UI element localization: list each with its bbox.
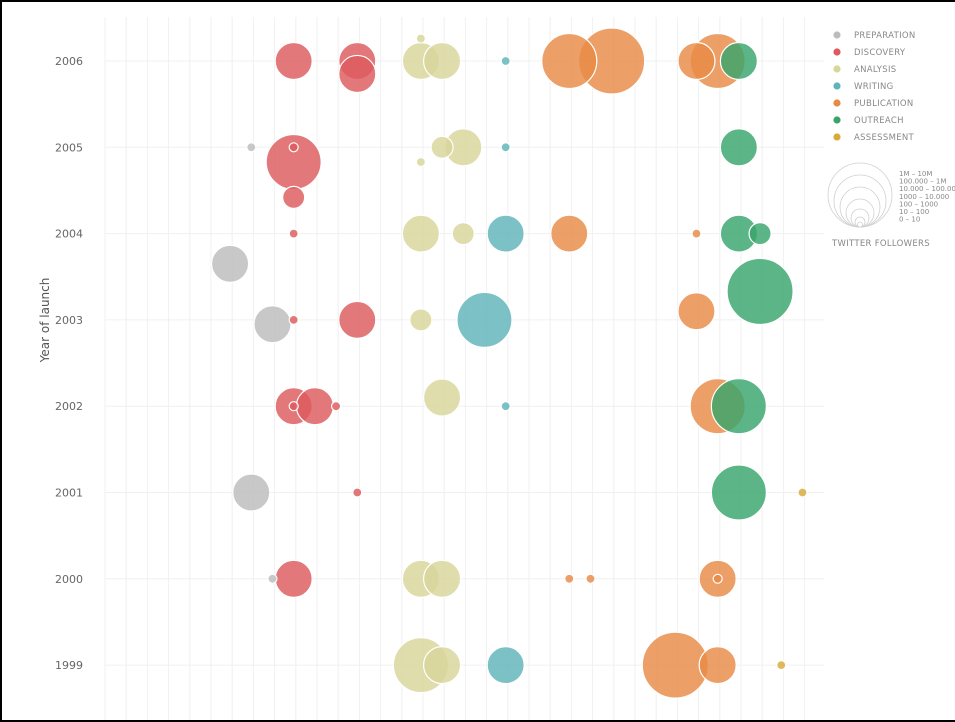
grid-lines	[104, 17, 824, 720]
y-axis-label: Year of launch	[38, 278, 52, 364]
bubble-analysis[interactable]	[401, 214, 440, 253]
bubble-writing[interactable]	[486, 214, 525, 253]
y-tick-label: 2001	[55, 487, 83, 500]
size-legend-ring	[839, 186, 881, 228]
bubble-analysis[interactable]	[451, 222, 475, 246]
y-tick-label: 2000	[55, 573, 83, 586]
size-legend-ring	[857, 221, 863, 228]
bubble-analysis[interactable]	[422, 645, 462, 685]
size-legend-level: 100.000 – 1M	[899, 178, 946, 186]
bubble-analysis[interactable]	[430, 135, 454, 159]
bubble-assessment[interactable]	[797, 487, 808, 498]
size-legend-ring	[845, 198, 875, 228]
bubble-assessment[interactable]	[776, 659, 787, 671]
bubble-publication[interactable]	[564, 573, 575, 584]
bubble-preparation[interactable]	[253, 305, 292, 344]
bubble-discovery[interactable]	[352, 487, 363, 498]
bubble-publication[interactable]	[712, 573, 723, 584]
bubble-publication[interactable]	[677, 41, 716, 81]
bubble-analysis[interactable]	[422, 41, 462, 81]
legend-swatch	[833, 82, 841, 90]
legend-label: OUTREACH	[854, 116, 904, 126]
bubble-preparation[interactable]	[232, 473, 271, 512]
bubble-writing[interactable]	[500, 401, 511, 412]
bubble-outreach[interactable]	[726, 257, 794, 326]
bubble-discovery[interactable]	[274, 41, 313, 81]
y-tick-label: 2006	[55, 55, 83, 68]
legend-label: DISCOVERY	[854, 48, 906, 58]
bubble-outreach[interactable]	[710, 464, 767, 521]
bubble-publication[interactable]	[641, 631, 709, 699]
bubble-writing[interactable]	[500, 142, 511, 153]
bubble-outreach[interactable]	[710, 378, 767, 435]
bubble-publication[interactable]	[698, 645, 737, 685]
legend-swatch	[833, 65, 841, 73]
size-legend-level: 10 – 100	[899, 208, 929, 216]
legend-label: PREPARATION	[854, 31, 916, 41]
legend: PREPARATION DISCOVERY ANALYSIS WRITING PUBLI…	[833, 31, 915, 143]
bubble-outreach[interactable]	[719, 41, 758, 81]
legend-label: WRITING	[854, 82, 894, 92]
size-legend-ring	[850, 208, 870, 228]
y-tick-label: 2002	[55, 400, 83, 413]
legend-label: PUBLICATION	[854, 99, 914, 109]
bubble-publication[interactable]	[677, 292, 716, 331]
bubble-preparation[interactable]	[246, 142, 257, 153]
bubble-discovery[interactable]	[274, 559, 313, 598]
y-tick-label: 1999	[55, 659, 83, 672]
bubble-outreach[interactable]	[719, 128, 758, 167]
bubble-writing[interactable]	[456, 291, 513, 348]
y-axis-ticks: 2006 2005 2004 2003 2002 2001 2000 1999	[55, 55, 83, 672]
bubble-discovery[interactable]	[282, 185, 306, 209]
bubble-analysis[interactable]	[422, 559, 462, 598]
bubble-writing[interactable]	[486, 645, 525, 685]
bubble-publication[interactable]	[550, 214, 589, 253]
bubble-preparation[interactable]	[267, 573, 278, 584]
bubble-discovery[interactable]	[288, 314, 299, 325]
size-legend-level: 1M – 10M	[899, 170, 932, 178]
bubble-preparation[interactable]	[210, 244, 250, 283]
size-legend-level: 100 – 1000	[899, 200, 938, 208]
legend-swatch	[833, 48, 841, 56]
bubble-publication[interactable]	[691, 228, 702, 239]
bubble-discovery[interactable]	[295, 387, 334, 426]
bubbles-layer	[210, 27, 808, 699]
bubble-discovery[interactable]	[288, 228, 299, 239]
legend-swatch	[833, 99, 841, 107]
bubble-discovery[interactable]	[338, 300, 377, 339]
legend-swatch	[833, 116, 841, 124]
size-legend-level: 0 – 10	[899, 216, 920, 224]
bubble-discovery[interactable]	[288, 401, 299, 412]
bubble-analysis[interactable]	[422, 378, 462, 417]
bubble-analysis[interactable]	[415, 33, 426, 44]
size-legend-level: 10.000 – 100.000	[899, 185, 955, 193]
size-legend-title: TWITTER FOLLOWERS	[831, 239, 930, 249]
size-legend-level: 1000 – 10.000	[899, 193, 949, 201]
y-tick-label: 2005	[55, 141, 83, 154]
legend-label: ANALYSIS	[854, 65, 896, 75]
bubble-publication[interactable]	[541, 32, 598, 90]
bubble-discovery[interactable]	[338, 54, 377, 94]
legend-swatch	[833, 31, 841, 39]
y-tick-label: 2004	[55, 228, 83, 241]
bubble-outreach[interactable]	[748, 222, 772, 246]
bubble-publication[interactable]	[585, 573, 596, 584]
bubble-analysis[interactable]	[409, 308, 433, 332]
bubble-discovery[interactable]	[288, 142, 299, 153]
y-tick-label: 2003	[55, 314, 83, 327]
bubble-discovery[interactable]	[330, 401, 342, 412]
size-legend-ring	[833, 174, 887, 228]
bubble-writing[interactable]	[500, 55, 511, 67]
legend-label: ASSESSMENT	[854, 133, 915, 143]
legend-swatch	[833, 133, 841, 141]
bubble-analysis[interactable]	[415, 156, 426, 168]
